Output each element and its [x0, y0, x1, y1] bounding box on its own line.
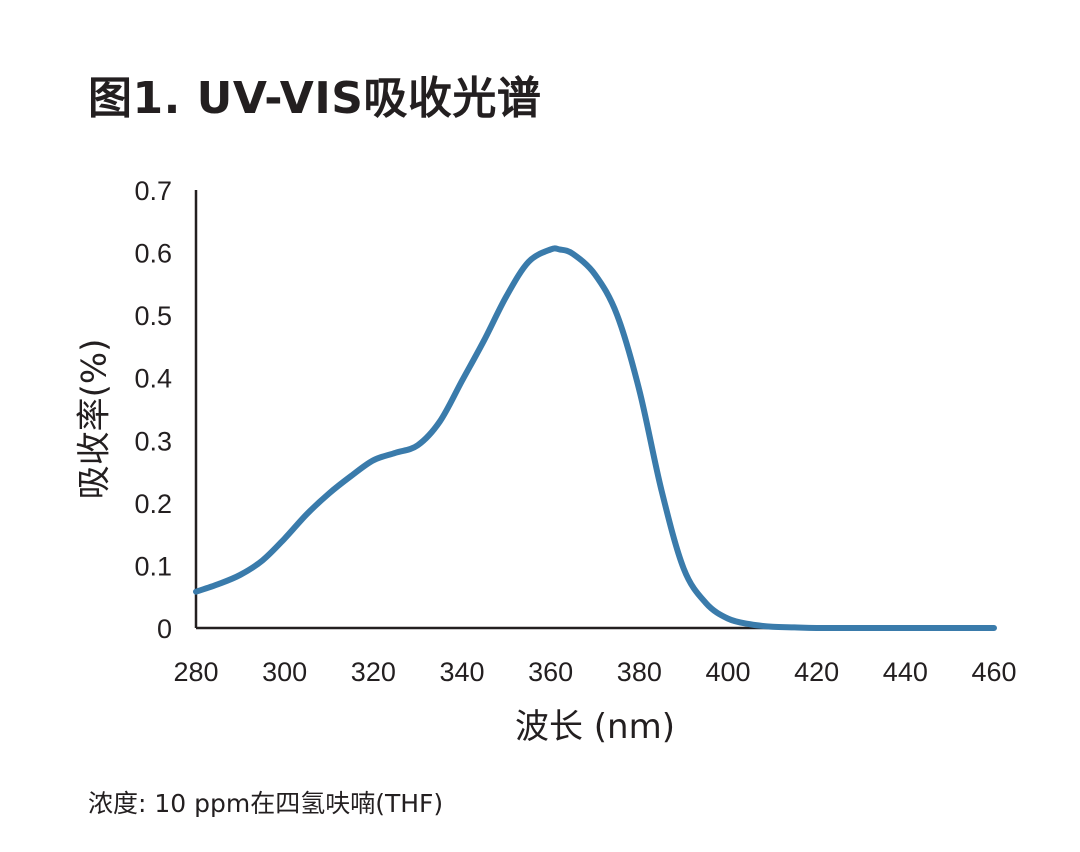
y-tick-label: 0.6 — [134, 239, 172, 269]
y-tick-label: 0.2 — [134, 489, 172, 519]
x-tick-label: 460 — [971, 657, 1016, 687]
y-tick-label: 0.1 — [134, 551, 172, 581]
y-axis-title: 吸收率(%) — [75, 339, 115, 500]
x-tick-label: 300 — [262, 657, 307, 687]
y-tick-label: 0 — [157, 614, 172, 644]
y-tick-labels: 0 0.1 0.2 0.3 0.4 0.5 0.6 0.7 — [134, 176, 172, 644]
x-tick-labels: 280 300 320 340 360 380 400 420 440 460 — [173, 657, 1016, 687]
x-tick-label: 380 — [617, 657, 662, 687]
y-tick-label: 0.7 — [134, 176, 172, 206]
x-tick-label: 280 — [173, 657, 218, 687]
x-tick-label: 360 — [528, 657, 573, 687]
y-tick-label: 0.3 — [134, 426, 172, 456]
x-axis-title: 波长 (nm) — [515, 707, 675, 747]
x-tick-label: 340 — [439, 657, 484, 687]
x-tick-label: 440 — [883, 657, 928, 687]
x-tick-label: 320 — [351, 657, 396, 687]
y-tick-label: 0.5 — [134, 301, 172, 331]
x-tick-label: 420 — [794, 657, 839, 687]
y-tick-label: 0.4 — [134, 364, 172, 394]
x-tick-label: 400 — [705, 657, 750, 687]
chart-title: 图1. UV-VIS吸收光谱 — [88, 73, 542, 124]
concentration-note: 浓度: 10 ppm在四氢呋喃(THF) — [88, 789, 444, 818]
absorbance-series-line — [193, 245, 997, 632]
